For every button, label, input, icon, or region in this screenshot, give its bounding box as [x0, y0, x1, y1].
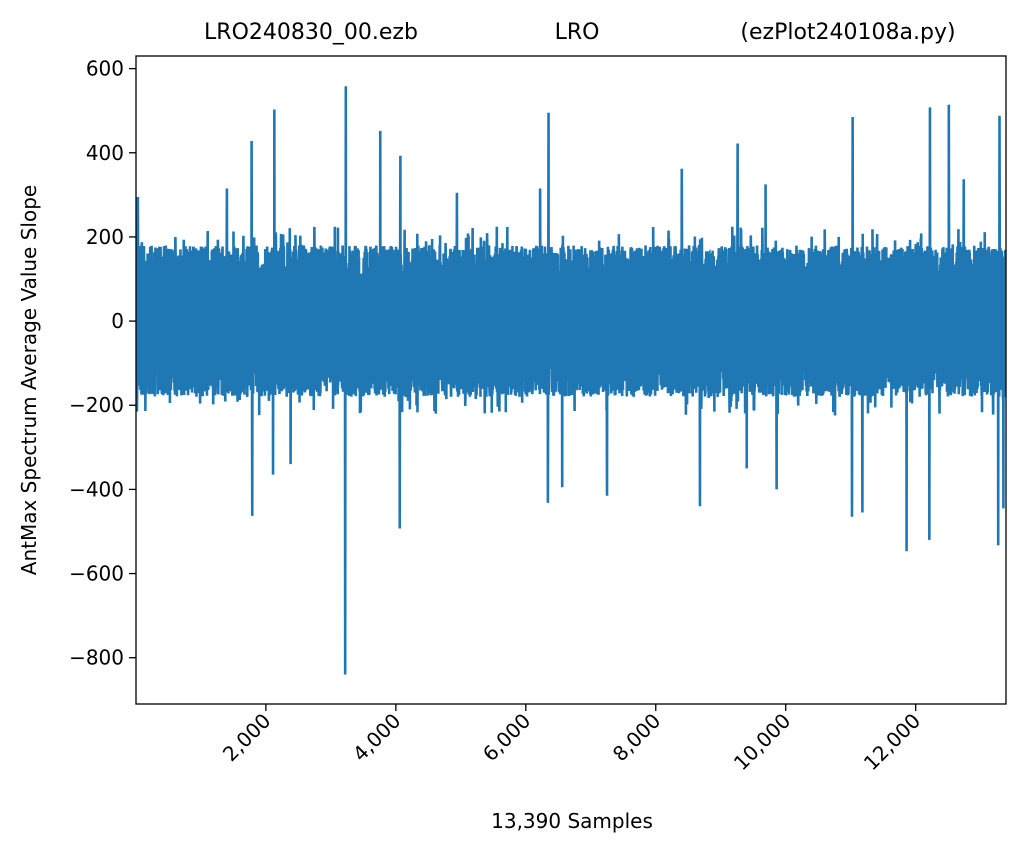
y-tick-label: 400 — [86, 141, 124, 165]
chart-title-file: LRO240830_00.ezb — [204, 20, 418, 45]
x-tick-label: 10,000 — [729, 709, 795, 775]
x-axis-label: 13,390 Samples — [491, 809, 653, 833]
x-axis-ticks: 2,000 4,000 6,000 8,000 10,000 12,000 — [218, 704, 925, 775]
y-tick-label: −600 — [69, 562, 124, 586]
x-tick-label: 2,000 — [218, 709, 275, 766]
y-axis-ticks: 600 400 200 0 −200 −400 −600 −800 — [69, 57, 136, 670]
chart-title-script: (ezPlot240108a.py) — [740, 20, 955, 45]
x-tick-label: 8,000 — [608, 709, 665, 766]
chart-title-station: LRO — [555, 20, 600, 45]
y-axis-label: AntMax Spectrum Average Value Slope — [17, 185, 41, 575]
series-line — [136, 86, 1006, 675]
y-tick-label: −400 — [69, 477, 124, 501]
y-tick-label: −200 — [69, 393, 124, 417]
y-tick-label: −800 — [69, 646, 124, 670]
y-tick-label: 0 — [111, 309, 124, 333]
y-tick-label: 200 — [86, 225, 124, 249]
x-tick-label: 6,000 — [478, 709, 535, 766]
y-tick-label: 600 — [86, 57, 124, 81]
x-tick-label: 12,000 — [859, 709, 925, 775]
data-series — [136, 86, 1006, 675]
plot-frame — [135, 55, 1007, 705]
x-tick-label: 4,000 — [348, 709, 405, 766]
